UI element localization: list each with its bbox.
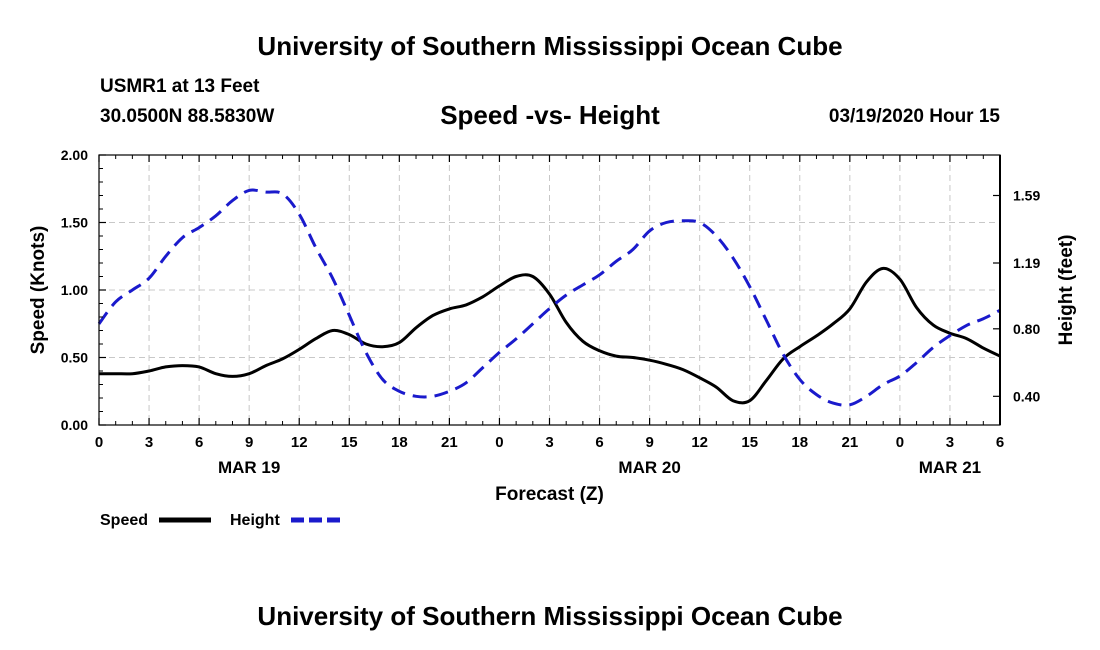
y-tick-label: 1.50 (61, 215, 88, 231)
grid-lines (99, 155, 1000, 425)
date-label: MAR 20 (618, 458, 680, 477)
coordinates-label: 30.0500N 88.5830W (100, 106, 275, 127)
x-tick-label: 21 (841, 434, 858, 451)
series-line-speed (98, 266, 1001, 405)
y2-axis-label: Height (feet) (1056, 235, 1077, 346)
x-tick-label: 18 (391, 434, 408, 451)
x-tick-label: 3 (946, 434, 954, 451)
legend-label-height: Height (230, 512, 280, 529)
y2-tick-label: 0.80 (1013, 321, 1040, 337)
y-axis-label: Speed (Knots) (28, 226, 49, 355)
station-label: USMR1 at 13 Feet (100, 76, 260, 97)
date-label: MAR 19 (218, 458, 280, 477)
y-tick-label: 2.00 (61, 147, 88, 163)
page-title: University of Southern Mississippi Ocean… (257, 31, 843, 61)
x-tick-label: 6 (996, 434, 1004, 451)
x-tick-label: 21 (441, 434, 458, 451)
x-tick-label: 6 (195, 434, 203, 451)
x-tick-label: 12 (691, 434, 708, 451)
x-tick-label: 6 (595, 434, 603, 451)
legend-label-speed: Speed (100, 512, 148, 529)
x-tick-label: 15 (341, 434, 358, 451)
chart-title: Speed -vs- Height (440, 100, 660, 130)
y-tick-label: 1.00 (61, 282, 88, 298)
x-tick-label: 3 (545, 434, 553, 451)
x-tick-label: 15 (741, 434, 758, 451)
y-tick-label: 0.50 (61, 350, 88, 366)
date-label: MAR 21 (919, 458, 981, 477)
x-axis-label: Forecast (Z) (495, 484, 604, 505)
y-tick-label: 0.00 (61, 417, 88, 433)
y2-tick-label: 1.19 (1013, 255, 1040, 271)
series-lines (97, 188, 1001, 407)
legend: Speed Height (100, 512, 343, 529)
x-tick-label: 0 (495, 434, 503, 451)
x-tick-label: 3 (145, 434, 153, 451)
x-tick-label: 18 (791, 434, 808, 451)
x-tick-label: 9 (245, 434, 253, 451)
y2-tick-label: 1.59 (1013, 188, 1040, 204)
x-tick-label: 0 (95, 434, 103, 451)
series-line-height (97, 188, 1001, 407)
datetime-label: 03/19/2020 Hour 15 (828, 106, 1000, 127)
x-tick-label: 9 (645, 434, 653, 451)
x-tick-label: 0 (896, 434, 904, 451)
axis-ticks: 0 3 6 9 12 15 18 21 0 3 6 9 12 15 18 21 0 3 6 MAR 19 MAR 20 M… (28, 147, 1077, 505)
y2-tick-label: 0.40 (1013, 388, 1040, 404)
x-tick-label: 12 (291, 434, 308, 451)
footer-title: University of Southern Mississippi Ocean… (257, 601, 843, 631)
